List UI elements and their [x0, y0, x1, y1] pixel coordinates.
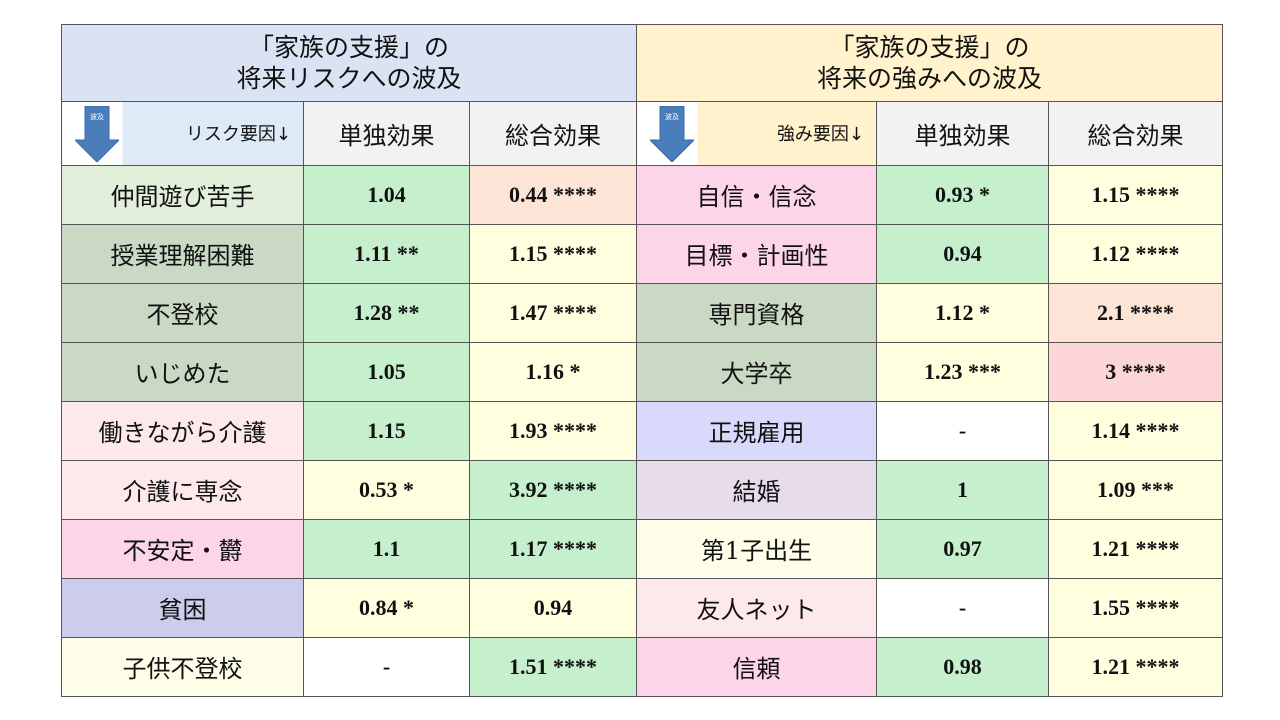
- risk-factor-name-cell: いじめた: [61, 341, 304, 402]
- risk-factor-name-cell: 仲間遊び苦手: [61, 164, 304, 225]
- left-title-line2: 将来リスクへの波及: [236, 64, 462, 94]
- table-row: いじめた 1.05 1.16 * 大学卒 1.23 *** 3 ****: [61, 341, 1224, 402]
- strength-factor-name-cell: 専門資格: [636, 282, 878, 343]
- strength-single-effect-cell: 0.97: [876, 518, 1050, 579]
- strength-factor-header: 波及 強み要因↓: [636, 101, 878, 166]
- down-arrow-icon: 波及: [75, 106, 119, 163]
- table-row: 介護に専念 0.53 * 3.92 **** 結婚 1 1.09 ***: [61, 459, 1224, 520]
- strength-total-effect-cell: 1.55 ****: [1048, 577, 1224, 638]
- risk-single-effect-cell: -: [303, 636, 470, 698]
- arrow-label: 波及: [90, 112, 104, 121]
- strength-factor-label: 強み要因↓: [776, 124, 865, 146]
- left-table-title: 「家族の支援」の 将来リスクへの波及: [60, 23, 638, 103]
- strength-total-effect-cell: 1.09 ***: [1048, 459, 1224, 520]
- effects-table: 「家族の支援」の 将来リスクへの波及 「家族の支援」の 将来の強みへの波及 波及…: [60, 23, 1224, 698]
- risk-single-effect-cell: 1.05: [303, 341, 470, 402]
- left-title-line1: 「家族の支援」の: [249, 32, 450, 62]
- strength-total-effect-cell: 1.21 ****: [1048, 518, 1224, 579]
- strength-single-effect-cell: 0.94: [876, 223, 1050, 284]
- risk-total-effect-cell: 1.93 ****: [468, 400, 638, 461]
- strength-single-effect-cell: 1.23 ***: [876, 341, 1050, 402]
- strength-single-effect-cell: 0.93 *: [876, 164, 1050, 225]
- risk-total-effect-cell: 1.51 ****: [468, 636, 638, 698]
- risk-single-effect-cell: 0.84 *: [303, 577, 470, 638]
- strength-single-effect-cell: 1: [876, 459, 1050, 520]
- risk-single-effect-cell: 1.28 **: [303, 282, 470, 343]
- risk-total-effect-cell: 1.47 ****: [468, 282, 638, 343]
- strength-total-effect-cell: 1.14 ****: [1048, 400, 1224, 461]
- strength-total-effect-cell: 2.1 ****: [1048, 282, 1224, 343]
- risk-factor-name-cell: 介護に専念: [61, 459, 304, 520]
- risk-factor-name-cell: 子供不登校: [61, 636, 304, 698]
- strength-factor-name-cell: 第1子出生: [636, 518, 878, 579]
- strength-factor-name-cell: 自信・信念: [636, 164, 878, 225]
- arrow-label: 波及: [665, 112, 679, 121]
- strength-total-effect-cell: 3 ****: [1048, 341, 1224, 402]
- left-total-effect-header: 総合効果: [468, 101, 638, 166]
- risk-total-effect-cell: 0.44 ****: [468, 164, 638, 225]
- strength-single-effect-cell: 0.98: [876, 636, 1050, 698]
- strength-single-effect-cell: 1.12 *: [876, 282, 1050, 343]
- strength-factor-name-cell: 友人ネット: [636, 577, 878, 638]
- risk-factor-name-cell: 貧困: [61, 577, 304, 638]
- risk-factor-name-cell: 不登校: [61, 282, 304, 343]
- table-row: 不登校 1.28 ** 1.47 **** 専門資格 1.12 * 2.1 ****: [61, 282, 1224, 343]
- right-title-line1: 「家族の支援」の: [829, 32, 1030, 62]
- risk-total-effect-cell: 1.15 ****: [468, 223, 638, 284]
- risk-factor-label: リスク要因↓: [185, 124, 291, 146]
- table-row: 授業理解困難 1.11 ** 1.15 **** 目標・計画性 0.94 1.12 ***…: [61, 223, 1224, 284]
- strength-factor-name-cell: 正規雇用: [636, 400, 878, 461]
- down-arrow-icon: 波及: [650, 106, 695, 163]
- strength-single-effect-cell: -: [876, 577, 1050, 638]
- strength-factor-name-cell: 結婚: [636, 459, 878, 520]
- left-single-effect-header: 単独効果: [303, 101, 470, 166]
- table-row: 不安定・欝 1.1 1.17 **** 第1子出生 0.97 1.21 ****: [61, 518, 1224, 579]
- right-single-effect-header: 単独効果: [876, 101, 1050, 166]
- risk-single-effect-cell: 1.04: [303, 164, 470, 225]
- strength-single-effect-cell: -: [876, 400, 1050, 461]
- right-table-title: 「家族の支援」の 将来の強みへの波及: [636, 23, 1224, 103]
- strength-total-effect-cell: 1.21 ****: [1048, 636, 1224, 698]
- risk-factor-name-cell: 授業理解困難: [61, 223, 304, 284]
- strength-factor-name-cell: 信頼: [636, 636, 878, 698]
- risk-factor-name-cell: 不安定・欝: [61, 518, 304, 579]
- risk-total-effect-cell: 1.17 ****: [468, 518, 638, 579]
- risk-single-effect-cell: 0.53 *: [303, 459, 470, 520]
- risk-factor-header: 波及 リスク要因↓: [61, 101, 304, 166]
- table-row: 働きながら介護 1.15 1.93 **** 正規雇用 -1.14 ****: [61, 400, 1224, 461]
- risk-single-effect-cell: 1.1: [303, 518, 470, 579]
- risk-single-effect-cell: 1.11 **: [303, 223, 470, 284]
- risk-total-effect-cell: 1.16 *: [468, 341, 638, 402]
- strength-total-effect-cell: 1.12 ****: [1048, 223, 1224, 284]
- strength-total-effect-cell: 1.15 ****: [1048, 164, 1224, 225]
- risk-factor-name-cell: 働きながら介護: [61, 400, 304, 461]
- right-title-line2: 将来の強みへの波及: [817, 64, 1043, 94]
- strength-factor-name-cell: 目標・計画性: [636, 223, 878, 284]
- table-row: 貧困 0.84 * 0.94 友人ネット -1.55 ****: [61, 577, 1224, 638]
- risk-single-effect-cell: 1.15: [303, 400, 470, 461]
- strength-factor-name-cell: 大学卒: [636, 341, 878, 402]
- table-row: 仲間遊び苦手 1.04 0.44 **** 自信・信念 0.93 * 1.15 ****: [61, 164, 1224, 225]
- table-row: 子供不登校 -1.51 **** 信頼 0.98 1.21 ****: [61, 636, 1224, 698]
- risk-total-effect-cell: 0.94: [468, 577, 638, 638]
- risk-total-effect-cell: 3.92 ****: [468, 459, 638, 520]
- right-total-effect-header: 総合効果: [1048, 101, 1224, 166]
